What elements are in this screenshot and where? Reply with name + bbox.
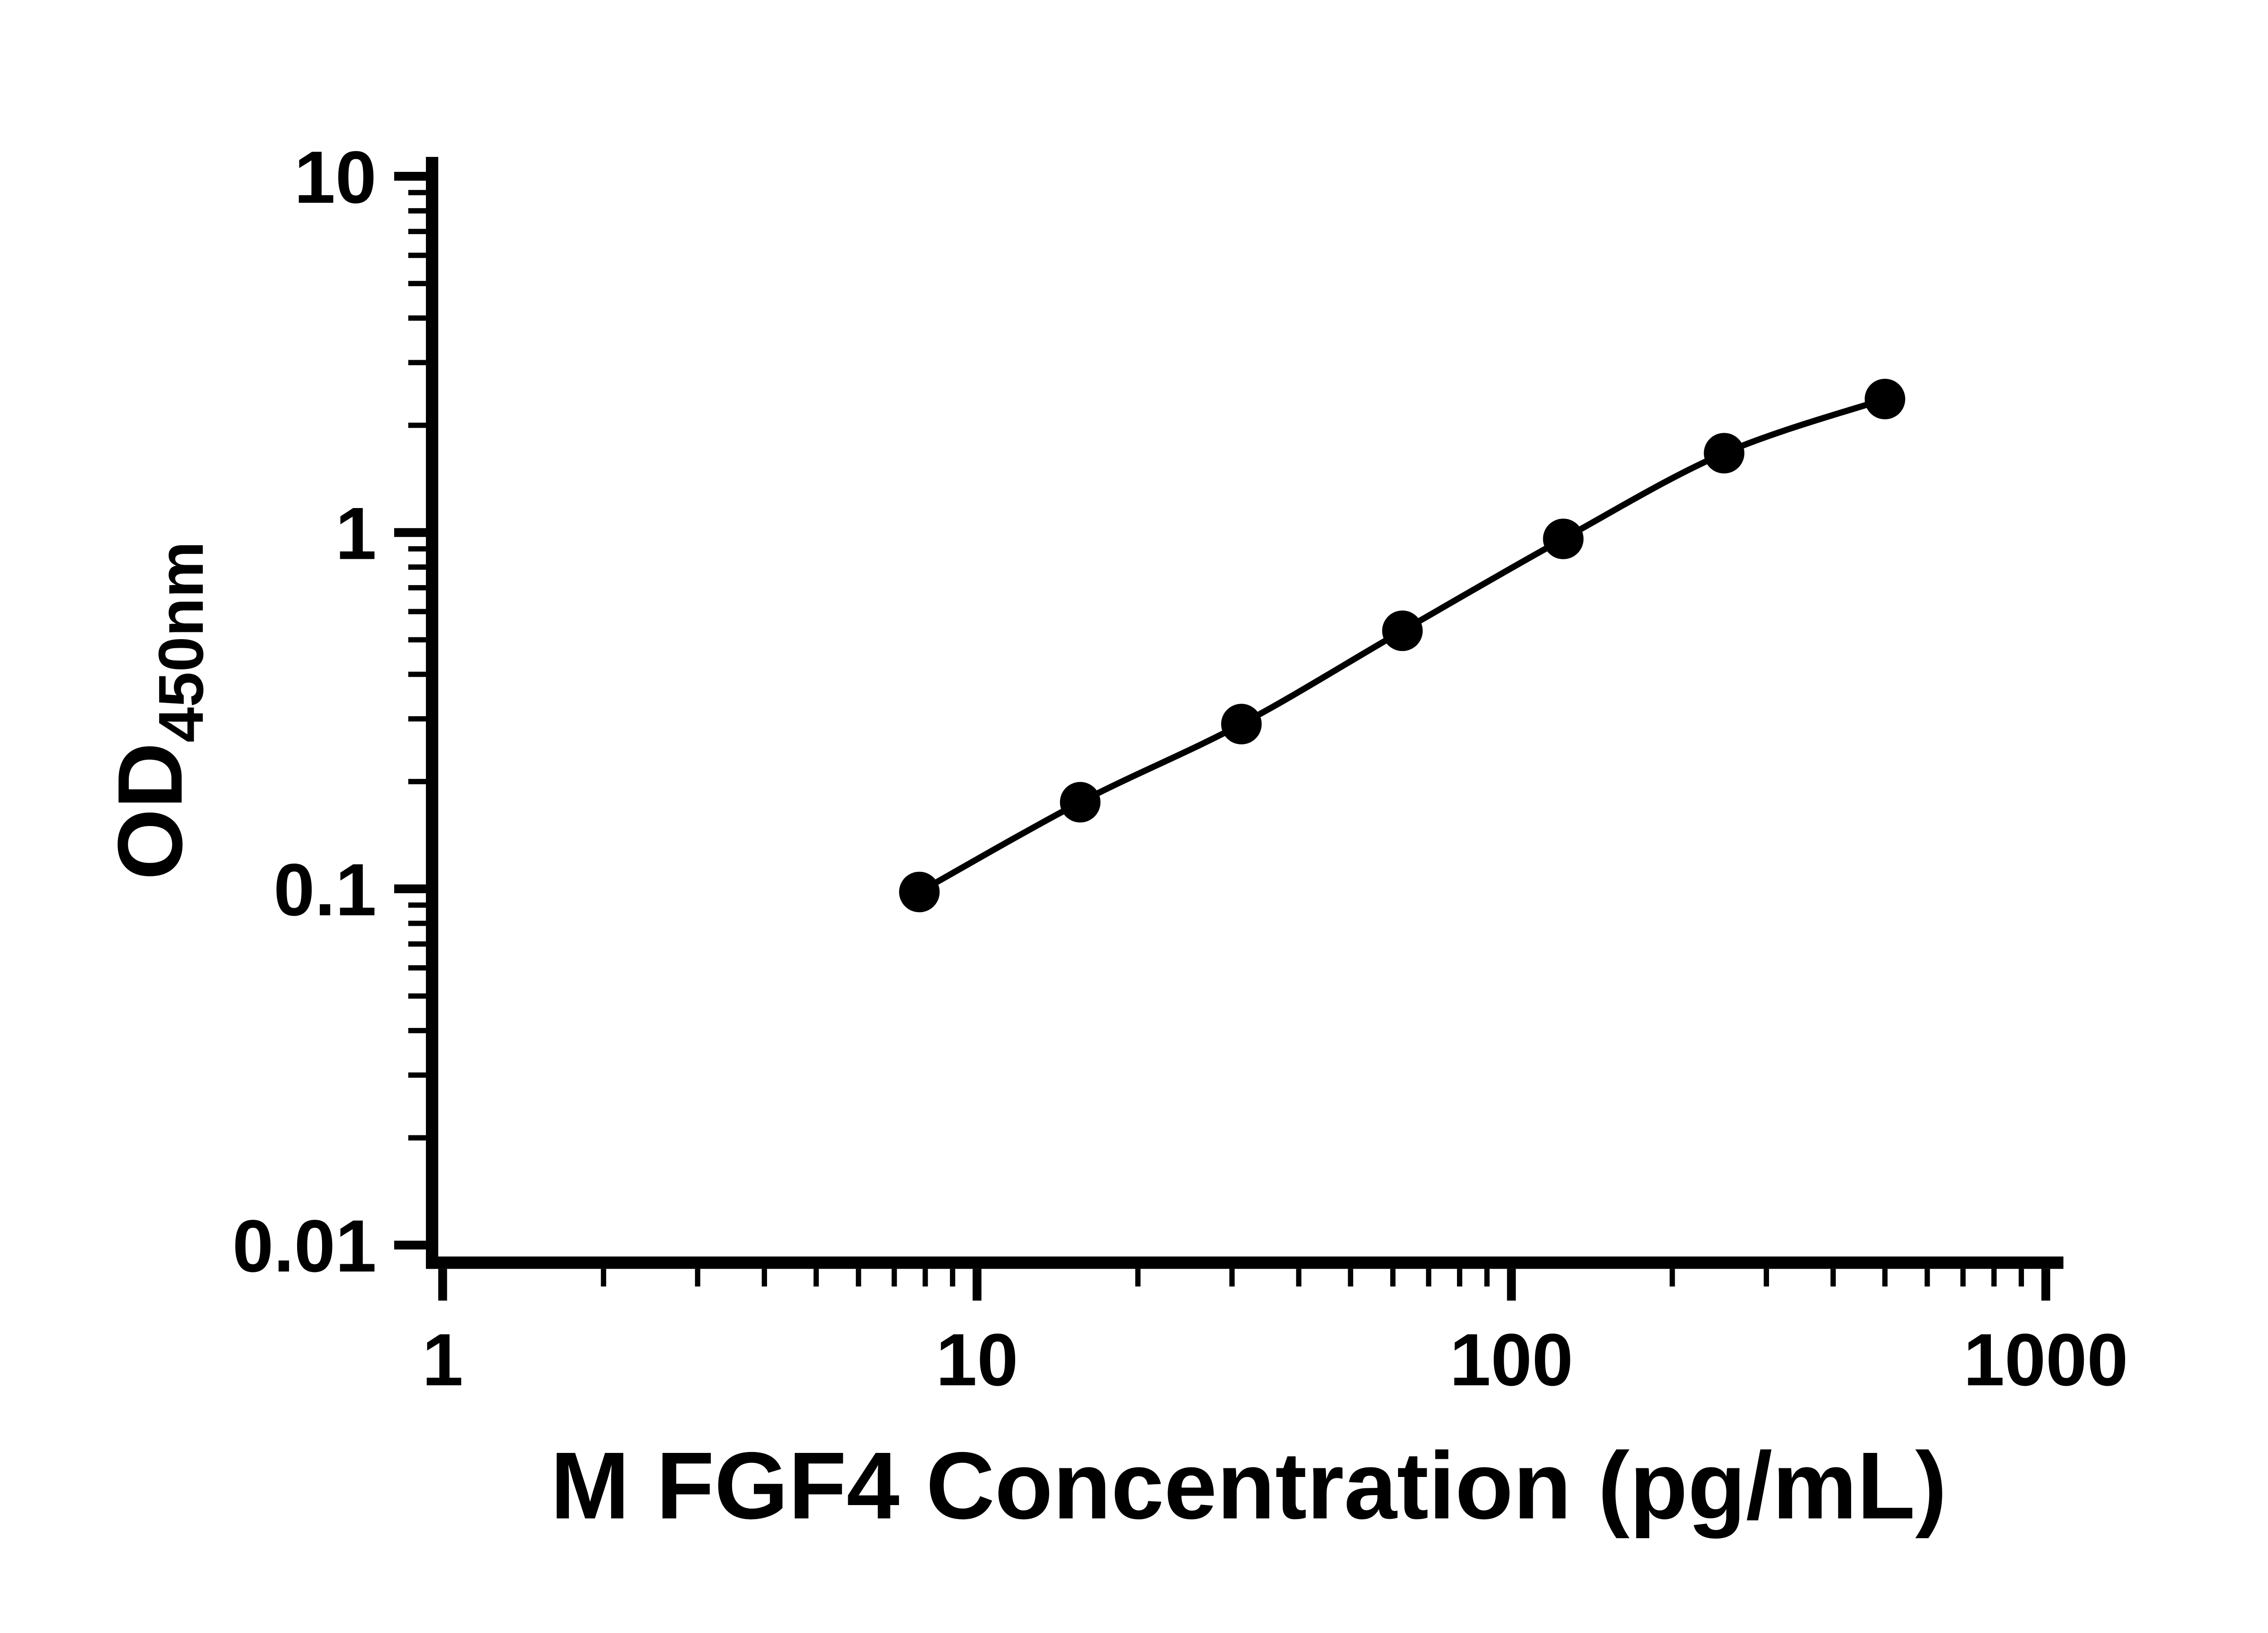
x-tick-label: 10	[936, 1318, 1018, 1401]
x-tick-label: 1	[422, 1318, 463, 1401]
plot-layer: 1 10 100 1000 0.01 0.1 1 10	[232, 136, 2128, 1401]
data-point	[1543, 518, 1584, 559]
x-tick-label: 1000	[1963, 1318, 2128, 1401]
y-tick-label: 10	[294, 136, 376, 219]
y-axis-title-sub: 450nm	[145, 541, 216, 742]
data-point	[1060, 782, 1101, 823]
x-axis-title: M FGF4 Concentration (pg/mL)	[550, 1433, 1947, 1539]
data-point	[1382, 610, 1423, 651]
y-tick-label: 0.1	[274, 848, 376, 931]
data-point	[1704, 433, 1745, 474]
data-point	[899, 871, 940, 913]
data-point	[1864, 378, 1906, 420]
data-point	[1221, 704, 1262, 744]
y-axis-title: OD450nm	[98, 541, 216, 880]
x-tick-label: 100	[1450, 1318, 1573, 1401]
y-tick-label: 0.01	[232, 1204, 376, 1287]
y-axis-title-main: OD	[98, 743, 201, 880]
y-tick-label: 1	[335, 492, 376, 575]
